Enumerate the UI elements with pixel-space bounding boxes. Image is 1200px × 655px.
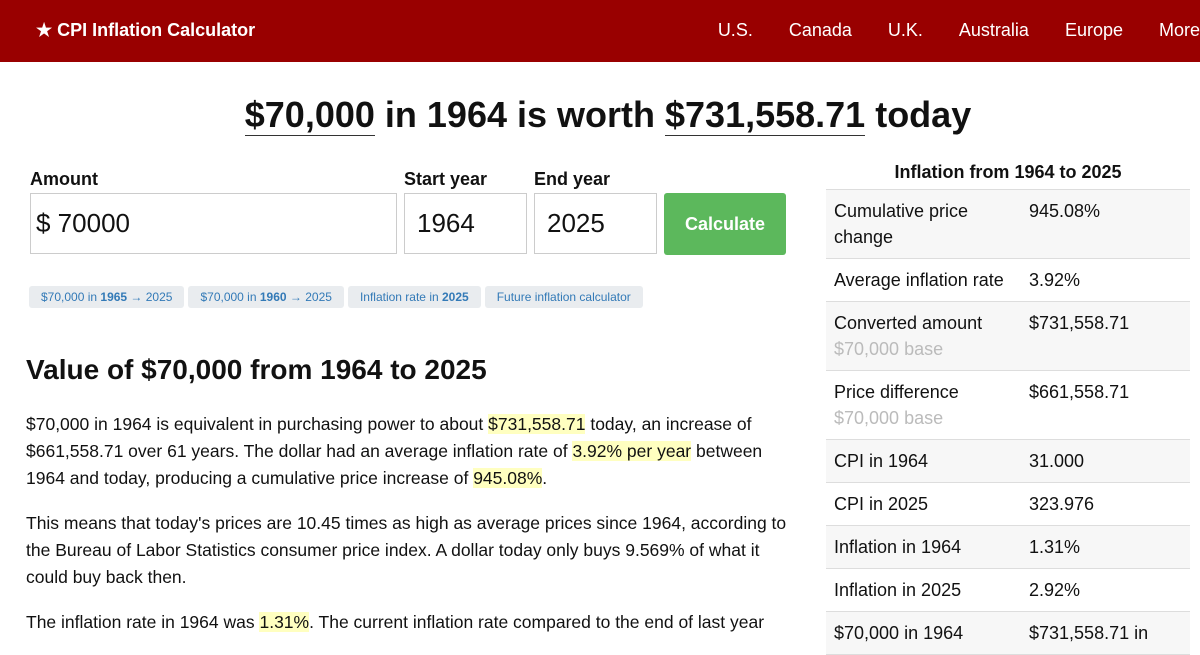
nav-link[interactable]: Canada bbox=[788, 20, 852, 40]
quick-link-text: $70,000 in bbox=[200, 290, 260, 304]
row-label: Converted amount bbox=[834, 313, 983, 333]
nav-link[interactable]: Australia bbox=[958, 20, 1029, 40]
row-label: $70,000 in 1964 bbox=[834, 623, 964, 643]
table-row: CPI in 1964 31.000 bbox=[826, 440, 1190, 483]
quick-link[interactable]: Future inflation calculator bbox=[484, 286, 643, 308]
navbar: ★ CPI Inflation Calculator U.S. Canada U.K… bbox=[0, 0, 1200, 62]
row-label-cell: Average inflation rate bbox=[834, 267, 1029, 293]
headline-result: $731,558.71 bbox=[665, 94, 866, 136]
row-label-cell: Cumulative price change bbox=[834, 198, 1029, 250]
row-value: 323.976 bbox=[1029, 494, 1095, 514]
row-label: Cumulative price change bbox=[834, 201, 969, 247]
quick-link-text: 1960 bbox=[259, 290, 287, 304]
amount-label: Amount bbox=[30, 169, 98, 189]
amount-input[interactable]: $ 70000 bbox=[30, 193, 397, 254]
row-note: $70,000 base bbox=[834, 408, 944, 428]
row-label-cell: CPI in 1964 bbox=[834, 448, 1029, 474]
row-value: 1.31% bbox=[1029, 537, 1081, 557]
paragraph-text: . bbox=[542, 468, 548, 488]
highlight: 3.92% per year bbox=[572, 441, 692, 461]
article: $70,000 in 1964 is equivalent in purchas… bbox=[26, 411, 796, 654]
headline-amount: $70,000 bbox=[244, 94, 375, 136]
highlight: 945.08% bbox=[473, 468, 543, 488]
table-row: Inflation in 1964 1.31% bbox=[826, 526, 1190, 569]
row-label: CPI in 1964 bbox=[834, 451, 929, 471]
end-label: End year bbox=[534, 169, 611, 189]
row-label: Inflation in 1964 bbox=[834, 537, 962, 557]
quick-link-text: 2025 bbox=[442, 290, 469, 304]
nav-link[interactable]: More bbox=[1158, 20, 1200, 40]
sidebar-table: Cumulative price change 945.08% Average in… bbox=[826, 190, 1190, 655]
paragraph: $70,000 in 1964 is equivalent in purchas… bbox=[26, 411, 796, 492]
quick-link-text: → 2025 bbox=[127, 290, 173, 304]
row-label-cell: CPI in 2025 bbox=[834, 491, 1029, 517]
row-value: $661,558.71 bbox=[1029, 382, 1130, 402]
row-value: 3.92% bbox=[1029, 270, 1081, 290]
paragraph: This means that today's prices are 10.45… bbox=[26, 510, 796, 591]
row-label: Inflation in 2025 bbox=[834, 580, 962, 600]
table-row: Average inflation rate 3.92% bbox=[826, 259, 1190, 302]
highlight: 1.31% bbox=[259, 612, 310, 632]
row-label-cell: $70,000 in 1964 bbox=[834, 620, 1029, 646]
paragraph-text: between 1964 and today, producing a cumu… bbox=[26, 441, 763, 488]
table-row: $70,000 in 1964 $731,558.71 in bbox=[826, 612, 1190, 655]
headline: $70,000 in 1964 is worth $731,558.71 tod… bbox=[0, 94, 1200, 136]
calculate-button[interactable]: Calculate bbox=[664, 193, 786, 255]
paragraph-text: . The current inflation rate compared to… bbox=[309, 612, 765, 632]
nav-link[interactable]: Europe bbox=[1064, 20, 1123, 40]
row-label-cell: Price difference $70,000 base bbox=[834, 379, 1029, 431]
quick-link-text: 1965 bbox=[100, 290, 128, 304]
row-label-cell: Inflation in 1964 bbox=[834, 534, 1029, 560]
table-row: Price difference $70,000 base $661,558.71 bbox=[826, 371, 1190, 440]
quick-links: $70,000 in 1965 → 2025 $70,000 in 1960 → … bbox=[29, 286, 647, 308]
paragraph: The inflation rate in 1964 was 1.31%. Th… bbox=[26, 609, 796, 636]
highlight: $731,558.71 bbox=[488, 414, 586, 434]
row-value: $731,558.71 bbox=[1029, 313, 1130, 333]
row-label: CPI in 2025 bbox=[834, 494, 929, 514]
row-value: 945.08% bbox=[1029, 201, 1101, 221]
sidebar: Inflation from 1964 to 2025 Cumulative p… bbox=[826, 162, 1190, 655]
quick-link-text: Inflation rate in bbox=[359, 290, 442, 304]
row-value: 31.000 bbox=[1029, 451, 1085, 471]
table-row: Cumulative price change 945.08% bbox=[826, 190, 1190, 259]
row-note: $70,000 base bbox=[834, 339, 944, 359]
nav-link[interactable]: U.S. bbox=[717, 20, 753, 40]
paragraph-text: today, an increase of $661,558.71 over 6… bbox=[26, 414, 752, 461]
table-row: Inflation in 2025 2.92% bbox=[826, 569, 1190, 612]
nav-link[interactable]: U.K. bbox=[887, 20, 923, 40]
quick-link[interactable]: $70,000 in 1960 → 2025 bbox=[188, 286, 344, 308]
paragraph-text: This means that today's prices are 10.45… bbox=[26, 513, 787, 587]
row-label-cell: Converted amount $70,000 base bbox=[834, 310, 1029, 362]
quick-link[interactable]: $70,000 in 1965 → 2025 bbox=[29, 286, 185, 308]
row-label-cell: Inflation in 2025 bbox=[834, 577, 1029, 603]
row-label: Price difference bbox=[834, 382, 959, 402]
quick-link-text: $70,000 in bbox=[41, 290, 101, 304]
row-value: 2.92% bbox=[1029, 580, 1081, 600]
row-value: $731,558.71 in bbox=[1029, 623, 1149, 643]
section-title: Value of $70,000 from 1964 to 2025 bbox=[26, 354, 487, 385]
quick-link-text: Future inflation calculator bbox=[496, 290, 631, 304]
quick-link-text: → 2025 bbox=[286, 290, 332, 304]
brand[interactable]: ★ CPI Inflation Calculator bbox=[36, 20, 256, 40]
end-year-input[interactable]: 2025 bbox=[534, 193, 657, 254]
quick-link[interactable]: Inflation rate in 2025 bbox=[347, 286, 481, 308]
table-row: CPI in 2025 323.976 bbox=[826, 483, 1190, 526]
sidebar-title: Inflation from 1964 to 2025 bbox=[826, 162, 1190, 190]
row-label: Average inflation rate bbox=[834, 270, 1004, 290]
nav-links: U.S. Canada U.K. Australia Europe More bbox=[682, 20, 1200, 41]
start-label: Start year bbox=[404, 169, 488, 189]
paragraph-text: The inflation rate in 1964 was bbox=[26, 612, 260, 632]
paragraph-text: $70,000 in 1964 is equivalent in purchas… bbox=[26, 414, 489, 434]
table-row: Converted amount $70,000 base $731,558.71 bbox=[826, 302, 1190, 371]
headline-text: today bbox=[865, 94, 972, 135]
headline-text: in 1964 is worth bbox=[374, 94, 665, 135]
start-year-input[interactable]: 1964 bbox=[404, 193, 527, 254]
